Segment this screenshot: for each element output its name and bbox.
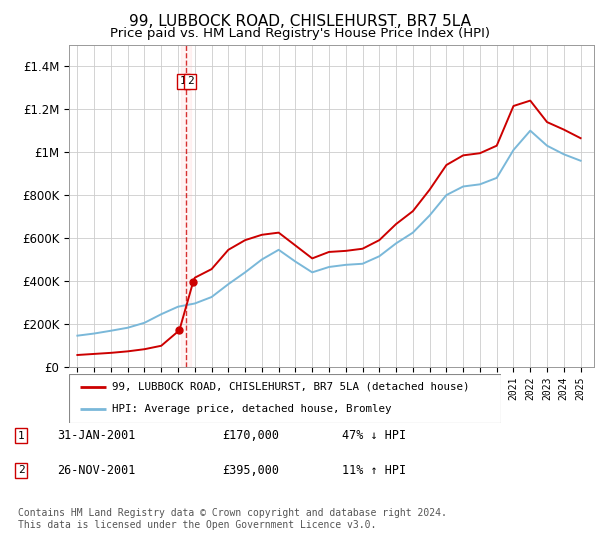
Text: 26-NOV-2001: 26-NOV-2001: [57, 464, 136, 477]
Text: 11% ↑ HPI: 11% ↑ HPI: [342, 464, 406, 477]
Bar: [181, 45, 191, 367]
Text: 31-JAN-2001: 31-JAN-2001: [57, 429, 136, 442]
Text: 47% ↓ HPI: 47% ↓ HPI: [342, 429, 406, 442]
Text: HPI: Average price, detached house, Bromley: HPI: Average price, detached house, Brom…: [112, 404, 392, 414]
Text: 1: 1: [180, 76, 187, 86]
Text: 2: 2: [187, 76, 193, 86]
Text: 99, LUBBOCK ROAD, CHISLEHURST, BR7 5LA (detached house): 99, LUBBOCK ROAD, CHISLEHURST, BR7 5LA (…: [112, 382, 470, 392]
Text: Price paid vs. HM Land Registry's House Price Index (HPI): Price paid vs. HM Land Registry's House …: [110, 27, 490, 40]
Text: 2: 2: [17, 465, 25, 475]
Text: £395,000: £395,000: [222, 464, 279, 477]
FancyBboxPatch shape: [69, 374, 501, 423]
Text: Contains HM Land Registry data © Crown copyright and database right 2024.
This d: Contains HM Land Registry data © Crown c…: [18, 508, 447, 530]
Text: 1: 1: [17, 431, 25, 441]
Text: £170,000: £170,000: [222, 429, 279, 442]
Text: 99, LUBBOCK ROAD, CHISLEHURST, BR7 5LA: 99, LUBBOCK ROAD, CHISLEHURST, BR7 5LA: [129, 14, 471, 29]
